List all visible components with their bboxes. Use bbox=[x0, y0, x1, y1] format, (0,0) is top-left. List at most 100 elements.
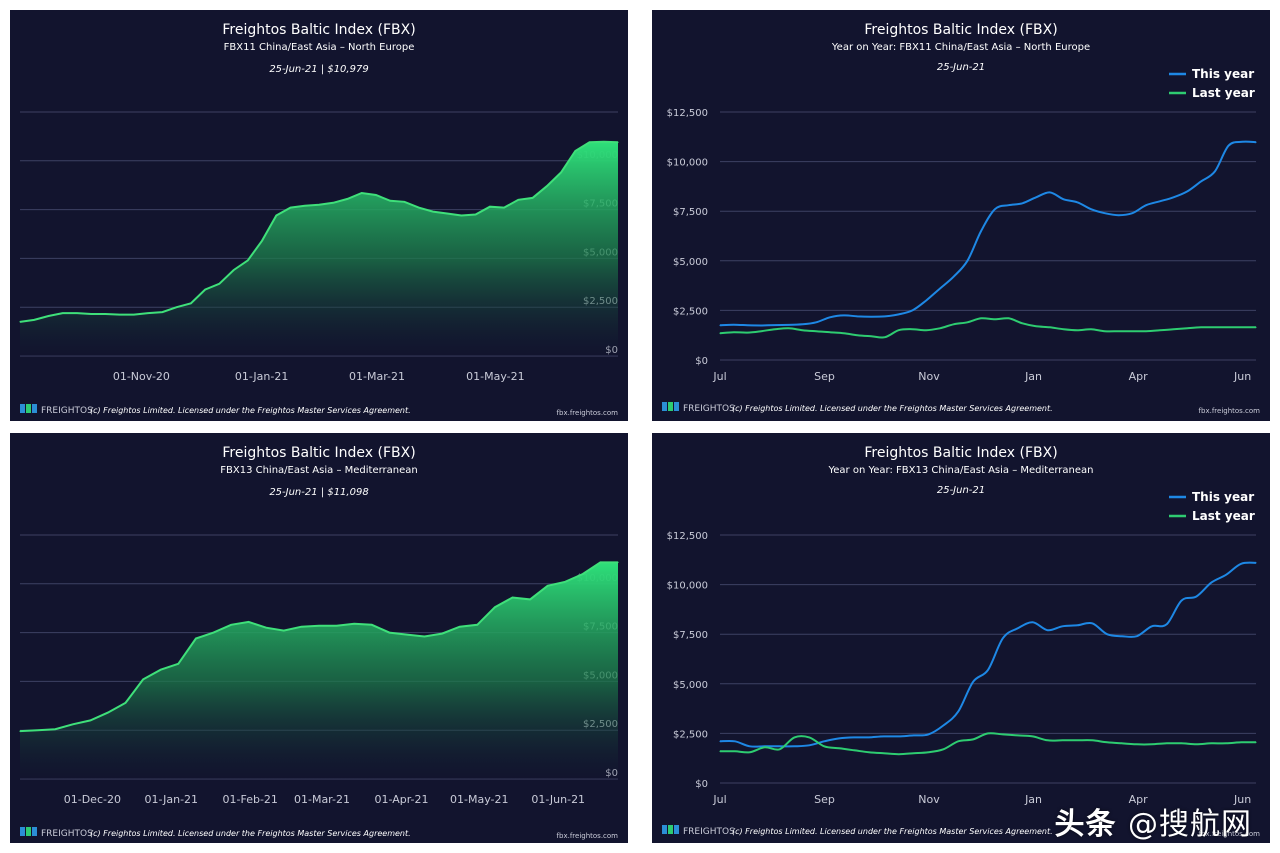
data-point bbox=[133, 314, 135, 316]
data-point bbox=[1255, 741, 1257, 743]
data-point bbox=[265, 627, 267, 629]
data-point bbox=[160, 669, 162, 671]
data-point bbox=[1145, 330, 1147, 332]
data-point bbox=[72, 723, 74, 725]
data-point bbox=[987, 732, 989, 734]
data-point bbox=[1035, 325, 1037, 327]
data-point bbox=[547, 585, 549, 587]
data-point bbox=[1255, 326, 1257, 328]
data-point bbox=[1121, 635, 1123, 637]
data-point bbox=[441, 633, 443, 635]
data-point bbox=[247, 259, 249, 261]
y-tick-label: $5,000 bbox=[673, 257, 708, 268]
data-point bbox=[868, 751, 870, 753]
chart-subtitle: Year on Year: FBX11 China/East Asia – No… bbox=[831, 42, 1090, 53]
data-point bbox=[1104, 330, 1106, 332]
data-point bbox=[283, 630, 285, 632]
data-point bbox=[37, 729, 39, 731]
data-point bbox=[406, 634, 408, 636]
data-point bbox=[939, 288, 941, 290]
chart-svg: Freightos Baltic Index (FBX) Year on Year… bbox=[662, 445, 1260, 838]
data-point bbox=[1063, 198, 1065, 200]
chart-date-label: 25-Jun-21 | $11,098 bbox=[269, 487, 368, 498]
chart-date-label: 25-Jun-21 | $10,979 bbox=[269, 64, 368, 75]
data-point bbox=[1255, 562, 1257, 564]
watermark-part2: @搜航网 bbox=[1128, 807, 1252, 842]
freightos-logo: FREIGHTOS bbox=[20, 827, 93, 839]
data-point bbox=[1076, 329, 1078, 331]
data-point bbox=[475, 213, 477, 216]
watermark: 头条 @搜航网 bbox=[1055, 799, 1252, 843]
data-point bbox=[793, 736, 795, 738]
chart-date-label: 25-Jun-21 bbox=[937, 485, 985, 496]
data-point bbox=[734, 750, 736, 752]
data-point bbox=[346, 198, 349, 200]
data-point bbox=[815, 321, 817, 323]
data-point bbox=[1106, 741, 1108, 743]
data-point bbox=[972, 738, 974, 740]
data-point bbox=[764, 746, 766, 748]
y-tick-label: $2,500 bbox=[673, 306, 708, 317]
data-point bbox=[749, 751, 751, 753]
data-point bbox=[1008, 204, 1010, 206]
data-point bbox=[261, 240, 263, 242]
data-point bbox=[746, 332, 749, 334]
data-point bbox=[870, 316, 872, 318]
data-point bbox=[1047, 629, 1049, 631]
license-text: (c) Freightos Limited. Licensed under th… bbox=[90, 406, 411, 415]
data-point bbox=[1076, 201, 1078, 203]
data-point bbox=[1061, 625, 1063, 627]
data-point bbox=[1090, 328, 1092, 330]
y-tick-label: $0 bbox=[695, 779, 708, 790]
data-point bbox=[1186, 190, 1188, 192]
data-point bbox=[248, 621, 250, 623]
data-point bbox=[838, 747, 840, 749]
data-point bbox=[815, 330, 817, 332]
area-fill bbox=[20, 562, 618, 779]
chart-subtitle: FBX13 China/East Asia – Mediterranean bbox=[220, 465, 417, 476]
y-tick-label: $2,500 bbox=[673, 729, 708, 740]
data-point bbox=[868, 736, 870, 738]
data-point bbox=[104, 313, 106, 315]
data-point bbox=[1166, 742, 1168, 744]
logo-text: FREIGHTOS bbox=[41, 406, 93, 416]
data-point bbox=[793, 745, 795, 747]
data-point bbox=[734, 740, 736, 742]
chart-title: Freightos Baltic Index (FBX) bbox=[222, 445, 415, 461]
logo-text: FREIGHTOS bbox=[683, 827, 735, 837]
data-point bbox=[1195, 595, 1197, 598]
data-point bbox=[418, 207, 420, 209]
data-point bbox=[1118, 330, 1120, 332]
data-point bbox=[972, 681, 974, 683]
data-point bbox=[927, 733, 929, 735]
license-text: (c) Freightos Limited. Licensed under th… bbox=[732, 404, 1053, 413]
data-point bbox=[788, 327, 790, 329]
data-point bbox=[89, 719, 91, 721]
data-point bbox=[1166, 623, 1168, 625]
data-point bbox=[1002, 733, 1004, 735]
data-point bbox=[913, 752, 915, 754]
data-point bbox=[719, 332, 721, 334]
data-point bbox=[942, 724, 944, 727]
logo-block bbox=[32, 827, 37, 836]
data-point bbox=[1210, 742, 1212, 744]
data-point bbox=[1032, 621, 1034, 623]
data-point bbox=[966, 260, 968, 262]
data-point bbox=[76, 312, 78, 314]
data-point bbox=[957, 711, 959, 713]
chart-title: Freightos Baltic Index (FBX) bbox=[864, 22, 1057, 38]
data-point bbox=[1076, 739, 1078, 741]
data-point bbox=[1021, 202, 1023, 204]
data-point bbox=[275, 214, 277, 217]
data-point bbox=[925, 299, 927, 302]
data-point bbox=[617, 141, 619, 143]
data-point bbox=[829, 331, 831, 333]
data-point bbox=[19, 730, 21, 732]
chart-title: Freightos Baltic Index (FBX) bbox=[864, 445, 1057, 461]
data-point bbox=[884, 336, 886, 338]
logo-block bbox=[32, 404, 37, 413]
source-text: fbx.freightos.com bbox=[557, 409, 619, 417]
data-point bbox=[332, 202, 334, 204]
x-tick-label: 01-Jan-21 bbox=[145, 793, 199, 806]
data-point bbox=[599, 561, 602, 563]
